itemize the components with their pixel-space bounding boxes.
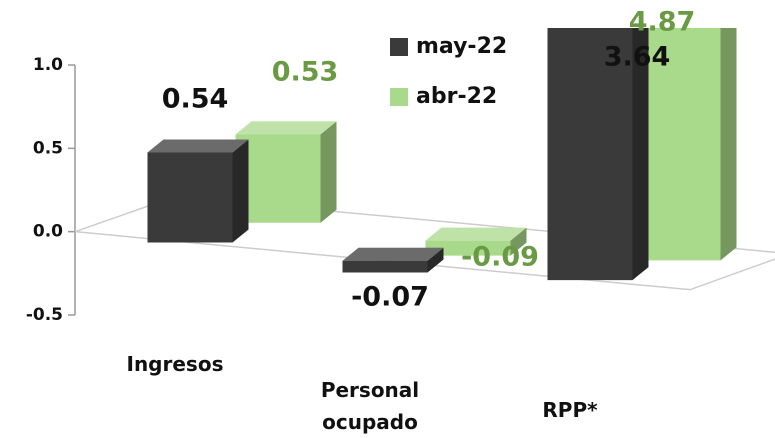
floor-plane: [74, 195, 775, 291]
labels: 0.54 -0.07 3.64 0.53 -0.09 4.87 may-22 abr-22: [162, 7, 696, 313]
bar-face: [425, 240, 511, 256]
bar-face: [342, 247, 444, 261]
bar-shade: [342, 247, 444, 261]
bar-shade: [632, 28, 649, 281]
bar-face: [720, 28, 737, 261]
y-tick-label: -0.5: [26, 305, 63, 325]
y-tick-label: 0.0: [33, 222, 63, 242]
bar-face: [320, 121, 337, 223]
value-label: -0.09: [461, 242, 539, 273]
value-label: 0.53: [272, 57, 339, 88]
bars: [147, 28, 737, 281]
bar-shade: [320, 121, 337, 223]
bar-face: [342, 260, 428, 273]
legend-label: may-22: [416, 34, 507, 59]
category-label: RPP*: [542, 398, 598, 422]
bar-face: [427, 247, 444, 273]
bar: [147, 139, 249, 243]
bar-shade: [425, 227, 527, 241]
bar-face: [147, 139, 249, 153]
bar: [425, 227, 527, 256]
legend-swatch: [390, 38, 408, 56]
bar-face: [635, 28, 721, 261]
category-label: Personal ocupado: [320, 378, 420, 434]
bar: [547, 28, 649, 281]
value-label: 0.54: [162, 84, 229, 115]
bar-shade: [235, 121, 337, 135]
bar-face: [232, 139, 249, 243]
bar-shade: [510, 227, 527, 256]
bar-face: [147, 152, 233, 243]
bar: [342, 247, 444, 273]
legend-swatch: [390, 88, 408, 106]
bar-shade: [232, 139, 249, 243]
bar-face: [235, 121, 337, 135]
value-label: 3.64: [604, 42, 671, 73]
y-tick-label: 0.5: [33, 138, 63, 158]
legend-label: abr-22: [416, 84, 497, 109]
bar: [235, 121, 337, 223]
category-label: Ingresos: [126, 352, 224, 376]
bar-face: [235, 134, 321, 223]
bar-face: [425, 227, 527, 241]
bar-shade: [427, 247, 444, 273]
bar-face: [547, 28, 633, 281]
bar-shade: [147, 139, 249, 153]
y-tick-label: 1.0: [33, 55, 63, 75]
bar-shade: [720, 28, 737, 261]
value-label: -0.07: [351, 282, 429, 313]
bar-face: [510, 227, 527, 256]
bar: [635, 28, 737, 261]
floor: -0.5 0.0 0.5 1.0: [26, 55, 775, 325]
value-label: 4.87: [629, 7, 696, 38]
bar-face: [632, 28, 649, 281]
